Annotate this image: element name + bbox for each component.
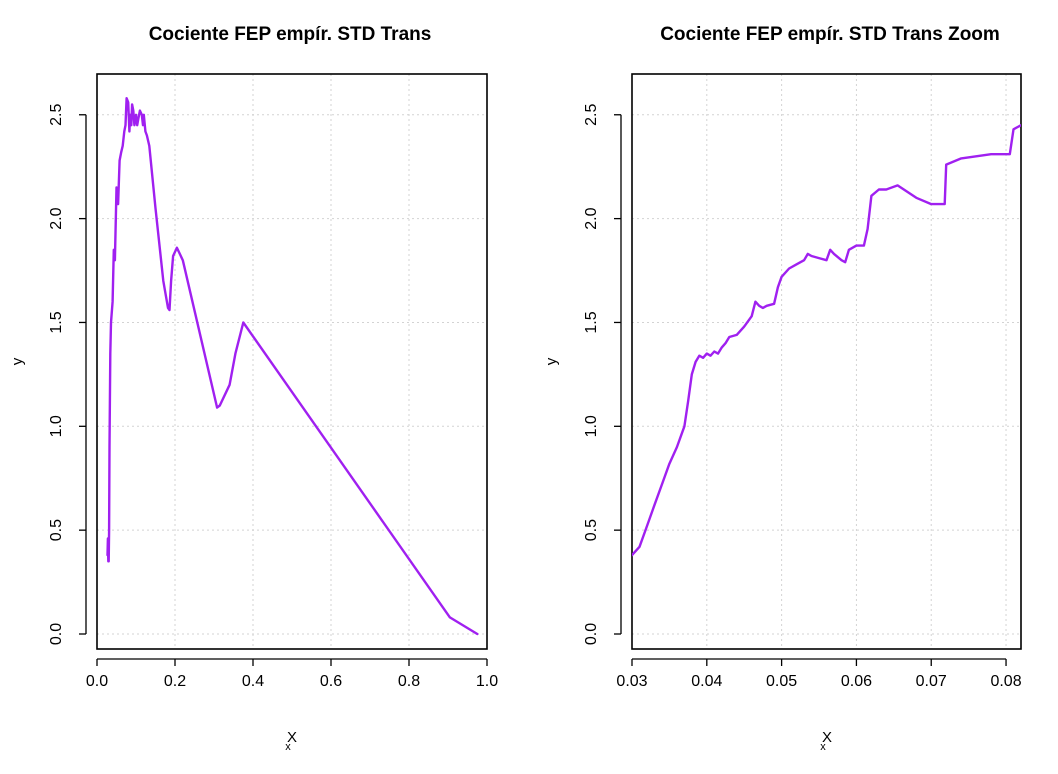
y-tick-label: 0.0	[583, 623, 600, 645]
x-axis-label: x	[820, 741, 826, 753]
chart-title: Cociente FEP empír. STD Trans Zoom	[660, 24, 1000, 45]
x-axis-label: x	[285, 741, 291, 753]
series-line	[632, 123, 1021, 557]
plot-frame	[96, 73, 488, 650]
y-tick-label: 0.5	[583, 519, 600, 541]
x-tick-label: 0.4	[242, 673, 264, 690]
y-tick-label: 1.0	[583, 415, 600, 437]
x-tick-label: 0.8	[398, 673, 420, 690]
chart-panel-full: 0.0 0.2 0.4 0.6 0.8 1.0 0.0 0.5 1.0 1.5 2.0 2.5 Coci…	[9, 24, 498, 753]
x-tick-label: 0.2	[164, 673, 186, 690]
y-tick-label: 2.5	[48, 104, 65, 126]
plot-frame	[631, 73, 1022, 650]
y-tick-label: 0.0	[48, 623, 65, 645]
y-tick-label: 2.0	[583, 207, 600, 229]
chart-panel-zoom: 0.03 0.04 0.05 0.06 0.07 0.08 0.0 0.5 1.0 1.5 2.0 2…	[543, 24, 1022, 753]
y-tick-label: 1.5	[583, 311, 600, 333]
x-tick-label: 0.08	[990, 673, 1021, 690]
x-tick-label: 1.0	[476, 673, 498, 690]
y-tick-label: 1.5	[48, 311, 65, 333]
x-tick-label: 0.05	[766, 673, 797, 690]
y-tick-label: 2.0	[48, 207, 65, 229]
x-tick-label: 0.07	[916, 673, 947, 690]
x-axis-sublabel: X	[287, 729, 297, 746]
x-tick-label: 0.0	[86, 673, 108, 690]
series-line	[106, 96, 479, 636]
y-axis-label: y	[9, 357, 26, 365]
x-tick-label: 0.6	[320, 673, 342, 690]
x-axis-sublabel: X	[822, 729, 832, 746]
x-tick-label: 0.03	[616, 673, 647, 690]
chart-title: Cociente FEP empír. STD Trans	[149, 24, 432, 45]
x-tick-label: 0.06	[841, 673, 872, 690]
y-axis-label: y	[543, 357, 560, 365]
y-tick-label: 2.5	[583, 104, 600, 126]
y-tick-label: 1.0	[48, 415, 65, 437]
y-tick-label: 0.5	[48, 519, 65, 541]
x-tick-label: 0.04	[691, 673, 722, 690]
